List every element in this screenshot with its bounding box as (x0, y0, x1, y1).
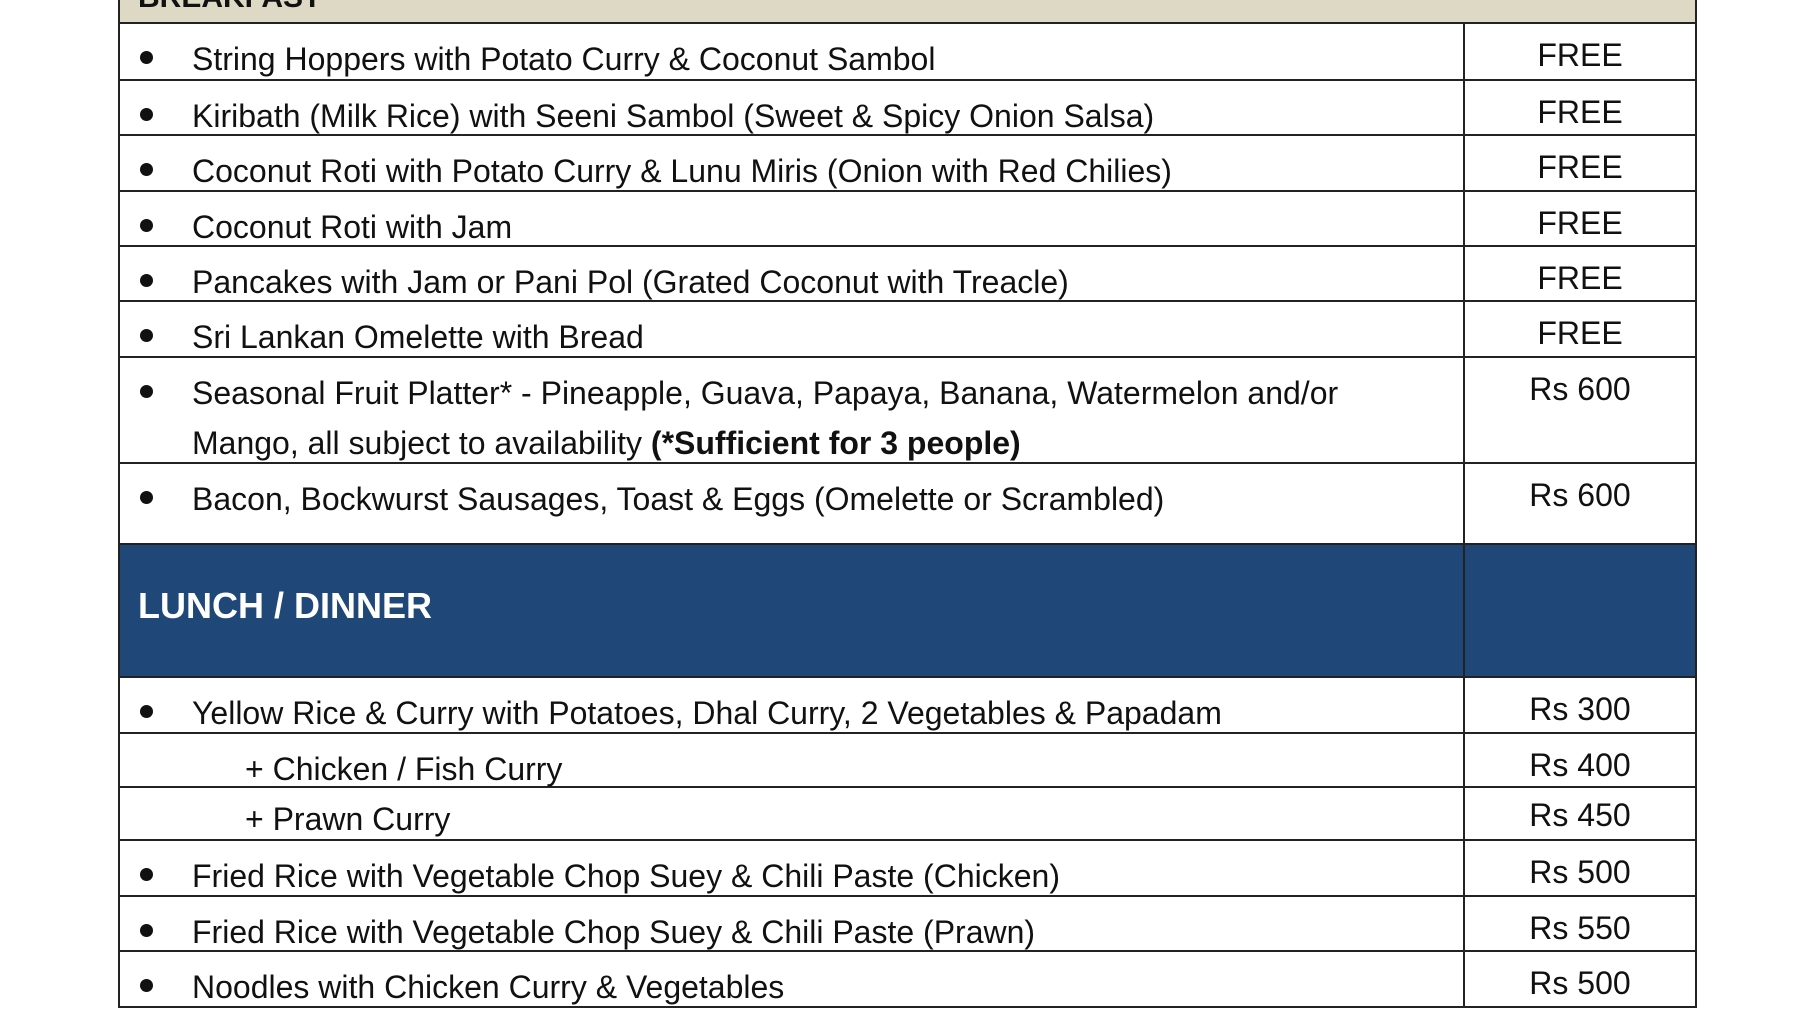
item-name: Noodles with Chicken Curry & Vegetables (192, 969, 785, 1005)
item-price: Rs 400 (1529, 747, 1631, 783)
item-price: FREE (1537, 315, 1623, 351)
section-title: BREAKFAST (120, 0, 1465, 22)
menu-row: Coconut Roti with Jam FREE (120, 192, 1695, 247)
bullet-icon (140, 274, 153, 287)
menu-row: Sri Lankan Omelette with Bread FREE (120, 302, 1695, 358)
item-price: Rs 500 (1529, 854, 1631, 890)
item-name: Coconut Roti with Potato Curry & Lunu Mi… (192, 153, 1172, 189)
item-price: FREE (1537, 37, 1623, 73)
item-name: String Hoppers with Potato Curry & Cocon… (192, 41, 936, 77)
menu-row: Pancakes with Jam or Pani Pol (Grated Co… (120, 247, 1695, 302)
menu-table: BREAKFAST String Hoppers with Potato Cur… (118, 0, 1697, 1008)
item-price: Rs 450 (1529, 797, 1631, 833)
item-price: Rs 300 (1529, 691, 1631, 727)
bullet-icon (140, 924, 153, 937)
item-name: Seasonal Fruit Platter* - Pineapple, Gua… (192, 375, 1339, 461)
menu-row: Fried Rice with Vegetable Chop Suey & Ch… (120, 897, 1695, 952)
bullet-icon (140, 705, 153, 718)
menu-row: Yellow Rice & Curry with Potatoes, Dhal … (120, 678, 1695, 734)
bullet-icon (140, 491, 153, 504)
item-name: Kiribath (Milk Rice) with Seeni Sambol (… (192, 98, 1155, 134)
menu-row: Kiribath (Milk Rice) with Seeni Sambol (… (120, 81, 1695, 136)
section-title: LUNCH / DINNER (120, 545, 1465, 676)
bullet-icon (140, 51, 153, 64)
item-price: FREE (1537, 260, 1623, 296)
bullet-icon (140, 108, 153, 121)
menu-row: Coconut Roti with Potato Curry & Lunu Mi… (120, 136, 1695, 192)
item-price: FREE (1537, 94, 1623, 130)
bullet-icon (140, 219, 153, 232)
bullet-icon (140, 385, 153, 398)
item-price: FREE (1537, 149, 1623, 185)
item-name: Sri Lankan Omelette with Bread (192, 319, 644, 355)
menu-row: Bacon, Bockwurst Sausages, Toast & Eggs … (120, 464, 1695, 545)
bullet-icon (140, 979, 153, 992)
lunch-dinner-header: LUNCH / DINNER (120, 545, 1695, 678)
bullet-icon (140, 329, 153, 342)
item-name: + Chicken / Fish Curry (245, 751, 563, 787)
item-price: Rs 500 (1529, 965, 1631, 1001)
menu-row: + Chicken / Fish Curry Rs 400 (120, 734, 1695, 788)
item-name: + Prawn Curry (245, 801, 451, 837)
item-name: Bacon, Bockwurst Sausages, Toast & Eggs … (192, 481, 1165, 517)
menu-row: Fried Rice with Vegetable Chop Suey & Ch… (120, 841, 1695, 897)
breakfast-header: BREAKFAST (120, 0, 1695, 24)
menu-row: + Prawn Curry Rs 450 (120, 788, 1695, 841)
menu-row: Seasonal Fruit Platter* - Pineapple, Gua… (120, 358, 1695, 464)
menu-row: String Hoppers with Potato Curry & Cocon… (120, 24, 1695, 81)
item-name: Coconut Roti with Jam (192, 209, 513, 245)
bullet-icon (140, 163, 153, 176)
item-name: Fried Rice with Vegetable Chop Suey & Ch… (192, 858, 1060, 894)
item-price: Rs 600 (1529, 477, 1631, 513)
item-note: (*Sufficient for 3 people) (650, 425, 1021, 461)
item-price: FREE (1537, 205, 1623, 241)
item-price: Rs 600 (1529, 371, 1631, 407)
bullet-icon (140, 868, 153, 881)
item-price: Rs 550 (1529, 910, 1631, 946)
item-name: Pancakes with Jam or Pani Pol (Grated Co… (192, 264, 1069, 300)
item-name: Fried Rice with Vegetable Chop Suey & Ch… (192, 914, 1036, 950)
item-name: Yellow Rice & Curry with Potatoes, Dhal … (192, 695, 1222, 731)
